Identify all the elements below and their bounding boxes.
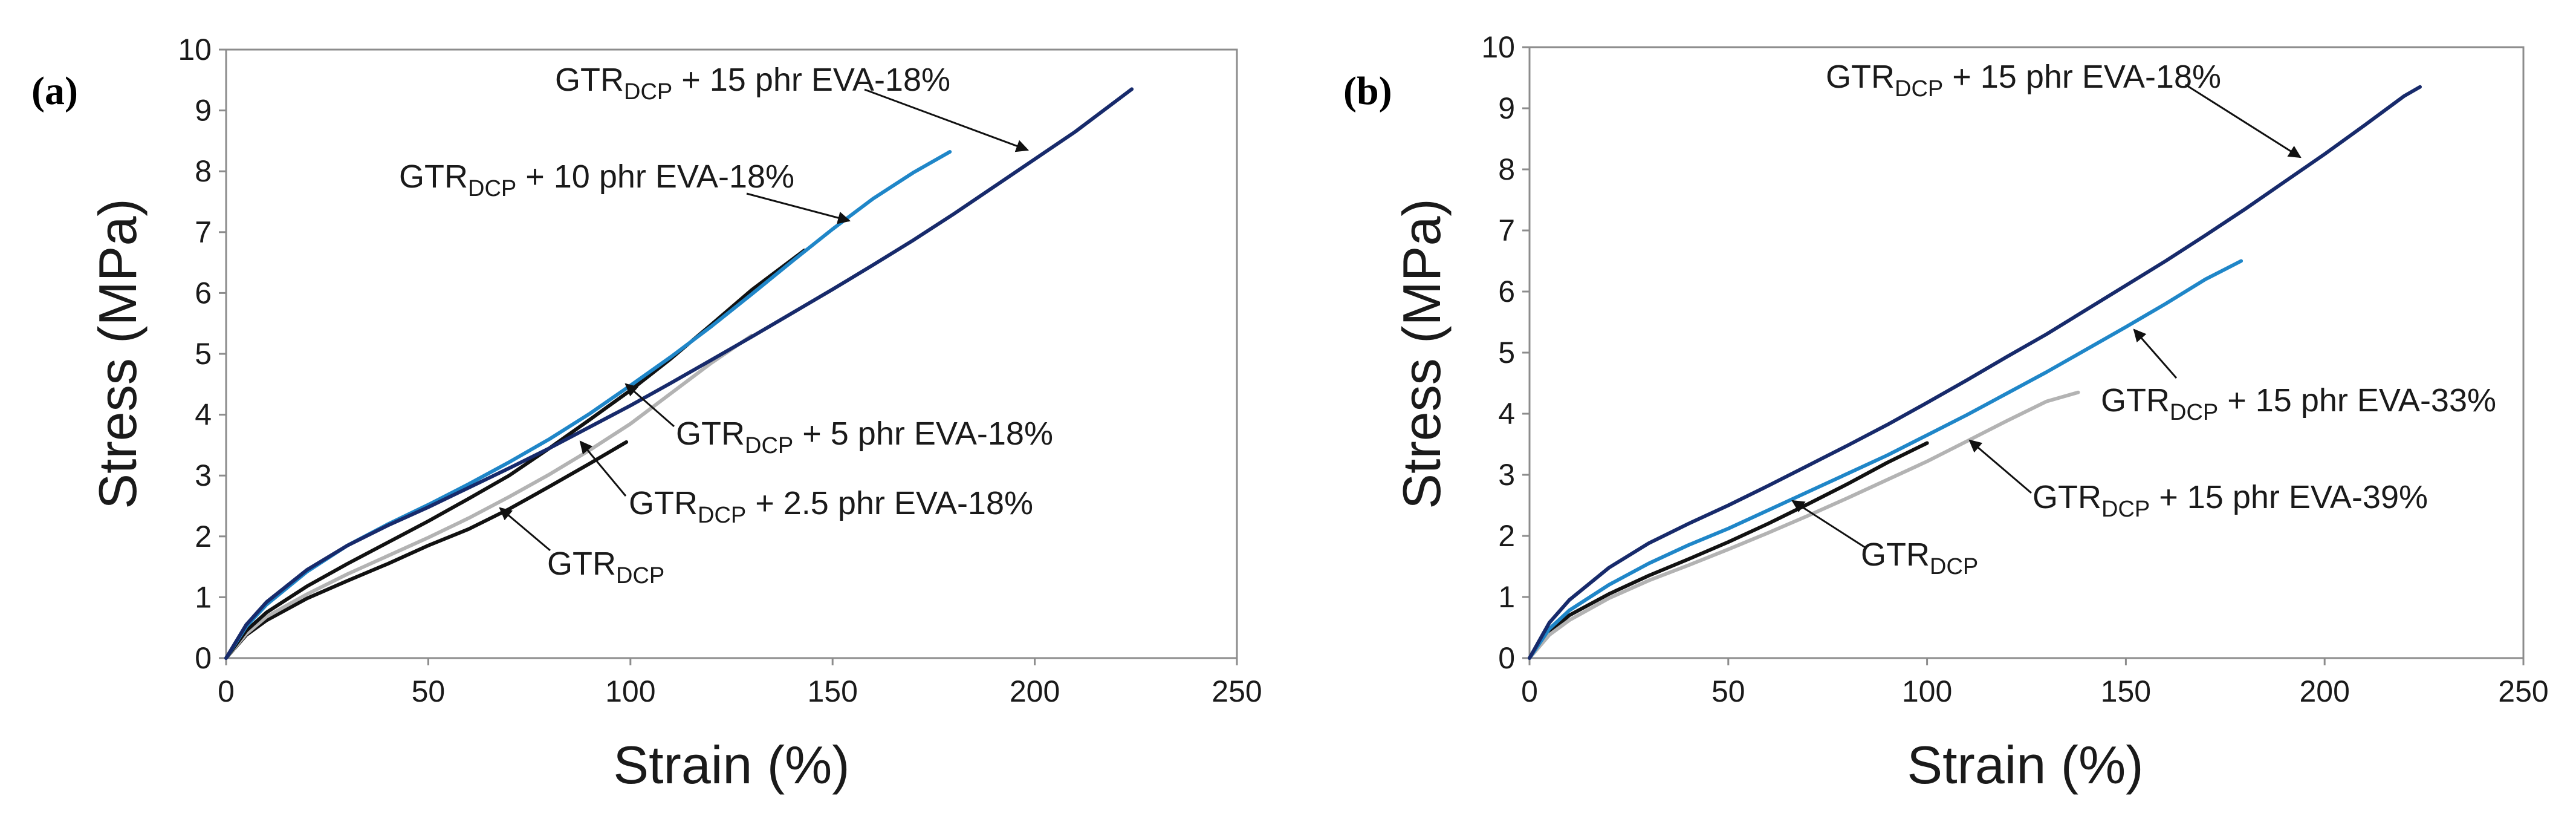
annotation-main: GTR [399,158,468,195]
y-tick-label: 7 [1498,214,1515,247]
y-tick-label: 4 [1498,397,1515,431]
x-tick-label: 250 [2498,674,2548,708]
series-line-0 [224,440,629,660]
series-line-0 [1528,441,1929,660]
annotation-main: GTR [2033,479,2101,515]
annotation-arrow [1791,500,1866,549]
y-tick-label: 1 [195,580,212,614]
series-annotation-label: GTRDCP + 15 phr EVA-39% [2033,479,2428,522]
y-tick-label: 9 [1498,91,1515,125]
y-tick-label: 5 [195,337,212,371]
annotation-rest: + 15 phr EVA-33% [2218,382,2496,419]
series-line-3 [1528,85,2422,660]
y-tick-label: 3 [1498,458,1515,492]
y-tick-label: 5 [1498,336,1515,370]
y-tick-label: 6 [1498,275,1515,308]
annotation-subscript: DCP [745,433,793,458]
y-tick-label: 8 [195,154,212,188]
annotation-rest: + 15 phr EVA-18% [1943,59,2221,95]
annotation-rest: + 10 phr EVA-18% [516,158,794,195]
y-tick-label: 9 [195,94,212,128]
x-tick-label: 200 [2299,674,2349,708]
y-tick-label: 1 [1498,580,1515,614]
panel-label: (b) [1343,69,1392,113]
series-line-4 [224,87,1134,660]
annotation-main: GTR [629,485,698,521]
panel-label: (a) [31,69,78,113]
annotation-arrow [579,440,627,497]
annotation-main: GTR [1861,537,1930,573]
y-tick-label: 4 [195,398,212,432]
y-axis-title: Stress (MPa) [1392,198,1452,509]
series-annotation-label: GTRDCP + 15 phr EVA-18% [555,62,950,105]
annotation-rest: + 5 phr EVA-18% [793,416,1053,452]
annotation-arrow [625,383,675,428]
x-tick-label: 150 [2101,674,2151,708]
series-annotation-label: GTRDCP + 2.5 phr EVA-18% [629,485,1033,528]
annotation-arrow [2133,328,2178,379]
annotation-subscript: DCP [698,503,746,528]
annotation-main: GTR [676,416,745,452]
y-tick-label: 3 [195,458,212,492]
series-annotation-label: GTRDCP + 15 phr EVA-18% [1826,59,2221,102]
x-axis-title: Strain (%) [1907,735,2143,795]
y-tick-label: 10 [1481,30,1515,64]
annotation-subscript: DCP [2170,400,2218,425]
x-tick-label: 250 [1212,674,1262,708]
annotation-subscript: DCP [616,563,664,589]
x-tick-label: 50 [412,674,446,708]
y-tick-label: 7 [195,215,212,249]
y-tick-label: 8 [1498,152,1515,186]
annotation-main: GTR [2101,382,2170,419]
series-line-1 [224,333,754,660]
y-tick-label: 2 [1498,519,1515,553]
y-tick-label: 0 [1498,641,1515,675]
x-tick-label: 100 [1902,674,1952,708]
y-tick-label: 2 [195,520,212,553]
annotation-subscript: DCP [1930,554,1978,579]
series-annotation-label: GTRDCP + 5 phr EVA-18% [676,416,1053,458]
annotation-subscript: DCP [468,176,516,201]
annotation-subscript: DCP [2101,497,2150,522]
x-tick-label: 100 [605,674,655,708]
x-tick-label: 0 [1521,674,1538,708]
annotation-main: GTR [555,62,624,98]
series-line-1 [1528,390,2080,660]
annotation-subscript: DCP [1895,76,1943,102]
plot-area-frame [1528,46,2525,659]
annotation-arrow [499,507,551,552]
annotation-rest: + 15 phr EVA-39% [2150,479,2428,515]
annotation-arrow [864,88,1029,152]
y-tick-label: 0 [195,641,212,675]
annotation-arrow [1968,439,2032,494]
x-tick-label: 0 [218,674,235,708]
series-annotation-label: GTRDCP [547,546,664,589]
annotation-main: GTR [547,546,616,582]
annotation-rest: + 15 phr EVA-18% [672,62,950,98]
annotation-rest: + 2.5 phr EVA-18% [746,485,1033,521]
series-line-2 [1528,259,2243,660]
y-tick-label: 10 [178,33,212,67]
series-annotation-label: GTRDCP + 10 phr EVA-18% [399,158,794,201]
x-tick-label: 50 [1711,674,1745,708]
y-tick-label: 6 [195,276,212,310]
series-annotation-label: GTRDCP [1861,537,1978,579]
annotation-subscript: DCP [624,79,672,105]
annotation-arrow [2185,83,2302,158]
x-tick-label: 150 [807,674,857,708]
annotation-arrow [746,192,851,224]
annotation-main: GTR [1826,59,1895,95]
y-axis-title: Stress (MPa) [88,198,148,509]
x-tick-label: 200 [1010,674,1060,708]
x-axis-title: Strain (%) [613,735,849,795]
series-annotation-label: GTRDCP + 15 phr EVA-33% [2101,382,2496,425]
